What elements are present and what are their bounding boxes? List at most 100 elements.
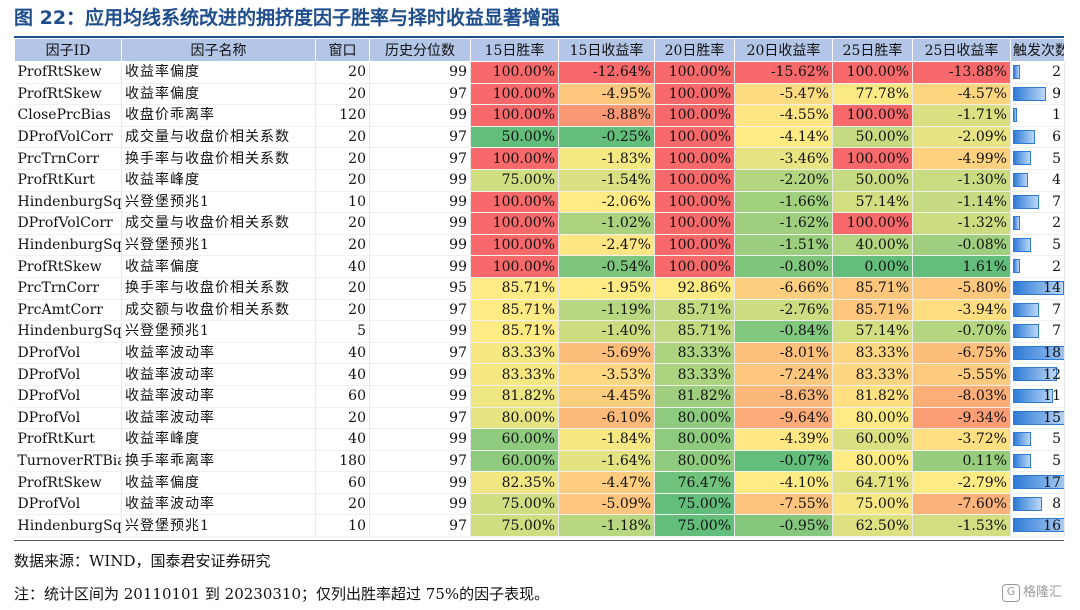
percentile-cell: 99 [369,385,471,408]
win15-cell: 100.00% [470,104,559,127]
trigger-bar [1013,410,1064,425]
ret20-cell: -7.55% [734,493,833,516]
ret15-cell: -1.18% [558,514,655,538]
factor-id-cell: DProfVol [14,363,122,386]
factor-name-cell: 收益率峰度 [121,169,316,192]
win20-cell: 83.33% [654,342,735,365]
trigger-count-value: 18 [1043,345,1061,362]
percentile-cell: 97 [369,299,471,322]
trigger-count-value: 8 [1052,496,1061,513]
win15-cell: 85.71% [470,299,559,322]
win20-cell: 100.00% [654,234,735,257]
win25-cell: 80.00% [832,450,913,473]
trigger-count-cell: 11 [1010,385,1065,408]
factor-id-cell: ProfRtSkew [14,255,122,278]
trigger-bar [1013,388,1053,403]
window-cell: 10 [315,514,370,538]
ret25-cell: -2.79% [912,471,1011,494]
ret25-cell: -5.55% [912,363,1011,386]
ret25-cell: -1.53% [912,514,1011,538]
ret15-cell: -4.45% [558,385,655,408]
ret15-cell: -1.19% [558,299,655,322]
trigger-count-value: 16 [1043,517,1061,534]
table-row: HindenburgSqrt兴登堡预兆12099100.00%-2.47%100… [14,234,1065,257]
factor-id-cell: ProfRtSkew [14,83,122,106]
ret25-cell: 1.61% [912,255,1011,278]
trigger-bar [1013,108,1017,123]
win25-cell: 0.00% [832,255,913,278]
win25-cell: 83.33% [832,363,913,386]
table-row: PrcAmtCorr 成交额与收盘价相关系数 20 97 85.71% -1.19% 85.… [14,299,1065,322]
table-row: HindenburgSqrt兴登堡预兆11099100.00%-2.06%100… [14,191,1065,214]
factor-table: 因子ID 因子名称 窗口 历史分位数 15日胜率 15日收益率 20日胜率 20… [14,38,1065,538]
factor-id-cell: PrcTrnCorr [14,277,122,300]
win25-cell: 64.71% [832,471,913,494]
factor-name-cell: 收益率偏度 [121,83,316,106]
percentile-cell: 97 [369,514,471,538]
trigger-bar [1013,518,1064,533]
table-row: DProfVolCorr 成交量与收盘价相关系数 20 99 100.00% -1.02%… [14,212,1065,235]
ret15-cell: -4.95% [558,83,655,106]
trigger-count-cell: 2 [1010,255,1065,278]
trigger-bar [1013,129,1035,144]
win15-cell: 50.00% [470,126,559,149]
win20-cell: 92.86% [654,277,735,300]
ret20-cell: -9.64% [734,407,833,430]
factor-id-cell: DProfVol [14,407,122,430]
percentile-cell: 99 [369,363,471,386]
percentile-cell: 97 [369,147,471,170]
trigger-bar [1013,151,1031,166]
percentile-cell: 97 [369,126,471,149]
trigger-count-value: 1 [1052,107,1061,124]
trigger-count-value: 2 [1052,64,1061,81]
trigger-count-cell: 5 [1010,450,1065,473]
ret25-cell: -1.14% [912,191,1011,214]
trigger-bar [1013,302,1039,317]
win15-cell: 75.00% [470,514,559,538]
win15-cell: 100.00% [470,234,559,257]
factor-name-cell: 成交额与收盘价相关系数 [121,299,316,322]
percentile-cell: 99 [369,212,471,235]
window-cell: 20 [315,277,370,300]
win25-cell: 81.82% [832,385,913,408]
window-cell: 20 [315,169,370,192]
win20-cell: 100.00% [654,61,735,84]
table-row: ProfRtSkew 收益率偏度 60 99 82.35% -4.47% 76.47% -4.… [14,471,1065,494]
table-row: HindenburgSqrt兴登堡预兆159985.71%-1.40%85.71… [14,320,1065,343]
ret25-cell: -8.03% [912,385,1011,408]
table-row: DProfVol 收益率波动率 20 99 75.00% -5.09% 75.00% -7.5… [14,493,1065,516]
trigger-bar [1013,280,1064,295]
factor-id-cell: DProfVol [14,385,122,408]
table-row: DProfVolCorr 成交量与收盘价相关系数 20 97 50.00% -0.25% 1… [14,126,1065,149]
ret20-cell: -0.84% [734,320,833,343]
ret20-cell: -5.47% [734,83,833,106]
factor-name-cell: 兴登堡预兆1 [121,234,316,257]
ret15-cell: -5.09% [558,493,655,516]
win15-cell: 80.00% [470,407,559,430]
title-underline [14,36,1064,38]
factor-name-cell: 收盘价乖离率 [121,104,316,127]
ret15-cell: -1.54% [558,169,655,192]
trigger-bar [1013,367,1057,382]
table-body: ProfRtSkew 收益率偏度 20 99 100.00% -12.64% 100.00%… [14,61,1065,538]
ret15-cell: -2.47% [558,234,655,257]
factor-name-cell: 换手率与收盘价相关系数 [121,277,316,300]
window-cell: 120 [315,104,370,127]
ret25-cell: -3.72% [912,428,1011,451]
table-row: ProfRtSkew 收益率偏度 40 99 100.00% -0.54% 100.00% -… [14,255,1065,278]
win15-cell: 83.33% [470,342,559,365]
header-trigger-count: 触发次数 [1010,38,1065,62]
table-row: DProfVol 收益率波动率 20 97 80.00% -6.10% 80.00% -9.6… [14,407,1065,430]
trigger-count-cell: 17 [1010,471,1065,494]
win15-cell: 75.00% [470,493,559,516]
ret25-cell: -4.99% [912,147,1011,170]
header-ret15: 15日收益率 [558,38,655,62]
trigger-bar [1013,453,1031,468]
win20-cell: 100.00% [654,191,735,214]
percentile-cell: 99 [369,104,471,127]
trigger-count-cell: 6 [1010,126,1065,149]
header-ret20: 20日收益率 [734,38,833,62]
ret25-cell: -9.34% [912,407,1011,430]
header-factor-name: 因子名称 [121,38,316,62]
factor-name-cell: 兴登堡预兆1 [121,320,316,343]
